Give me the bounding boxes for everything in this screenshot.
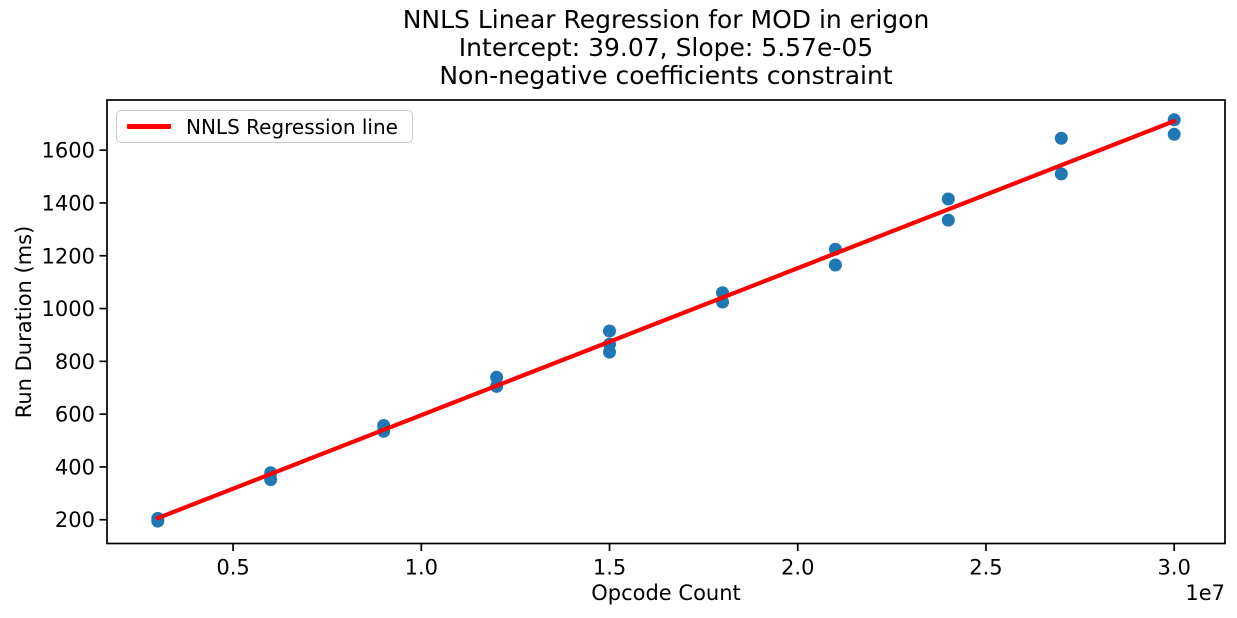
- x-tick-label: 3.0: [1157, 556, 1190, 580]
- y-tick-label: 1200: [42, 244, 95, 268]
- y-tick-label: 200: [55, 508, 95, 532]
- scatter-point: [490, 370, 504, 384]
- x-tick-label: 1.0: [405, 556, 438, 580]
- x-axis-label: Opcode Count: [591, 581, 741, 605]
- x-tick-label: 2.0: [781, 556, 814, 580]
- title-line-3: Non-negative coefficients constraint: [439, 61, 893, 90]
- y-tick-label: 400: [55, 455, 95, 479]
- scatter-point: [941, 213, 955, 227]
- legend-line-sample: [127, 124, 171, 129]
- scatter-point: [1054, 131, 1068, 145]
- y-tick-label: 1000: [42, 297, 95, 321]
- y-tick-label: 1400: [42, 191, 95, 215]
- y-axis-label: Run Duration (ms): [12, 225, 36, 419]
- regression-line: [155, 118, 1177, 521]
- scatter-point: [603, 324, 616, 338]
- y-tick-label: 600: [55, 403, 95, 427]
- legend-label: NNLS Regression line: [186, 114, 398, 139]
- scatter-point: [941, 192, 955, 206]
- legend: NNLS Regression line: [116, 110, 413, 143]
- x-tick-label: 2.5: [969, 556, 1002, 580]
- scatter-point: [1167, 127, 1181, 141]
- y-tick-label: 800: [55, 350, 95, 374]
- scatter-point: [828, 258, 842, 272]
- scatter-point: [603, 345, 616, 359]
- x-axis-offset-label: 1e7: [1185, 581, 1225, 605]
- x-tick-label: 0.5: [216, 556, 249, 580]
- y-tick-label: 1600: [42, 139, 95, 163]
- axes-spines: [106, 99, 1226, 545]
- title-line-2: Intercept: 39.07, Slope: 5.57e-05: [458, 33, 874, 62]
- x-tick-label: 1.5: [593, 556, 626, 580]
- scatter-point: [1054, 167, 1068, 181]
- chart-title: NNLS Linear Regression for MOD in erigon…: [403, 6, 930, 90]
- title-line-1: NNLS Linear Regression for MOD in erigon: [402, 5, 930, 34]
